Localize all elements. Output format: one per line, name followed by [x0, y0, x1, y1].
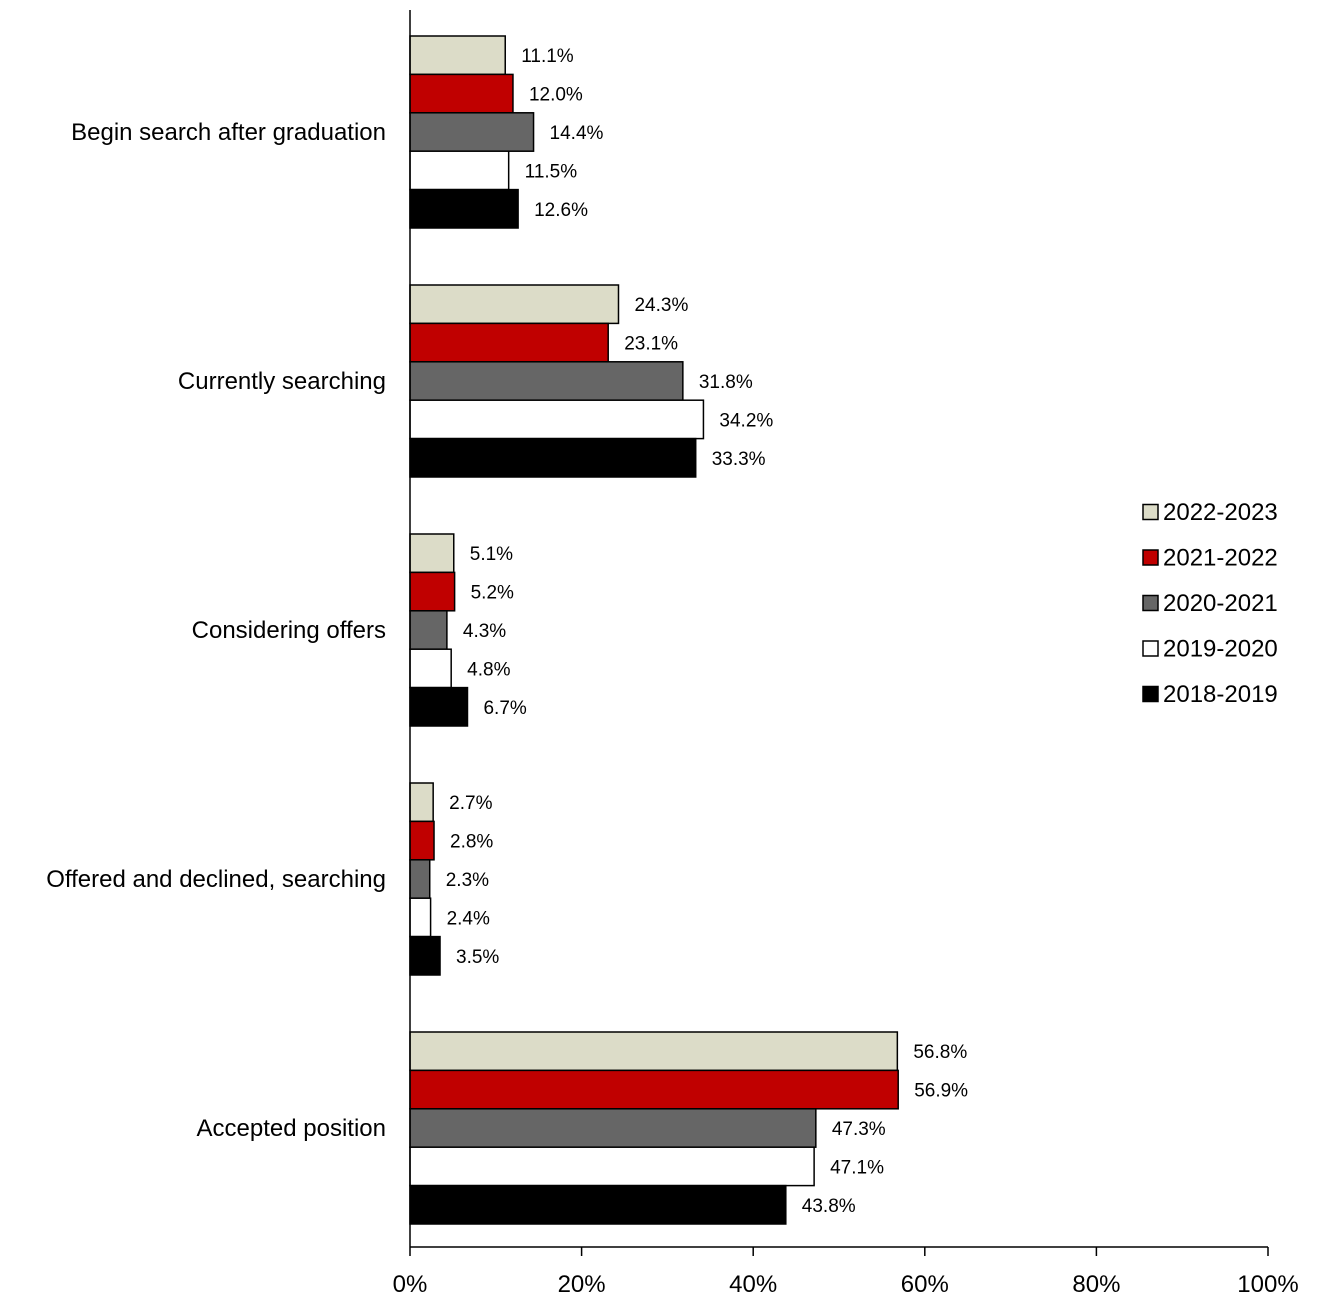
bar-currently-searching-2018-2019: [409, 437, 697, 478]
data-label-accepted-position-2022-2023: 56.8%: [913, 1042, 967, 1063]
legend-label-2022-2023: 2022-2023: [1163, 499, 1278, 526]
data-label-considering-offers-2019-2020: 4.8%: [467, 659, 510, 680]
legend-swatch-2021-2022: [1142, 549, 1159, 566]
bar-currently-searching-2022-2023: [409, 284, 620, 325]
category-labels: Begin search after graduation Currently s…: [46, 119, 386, 1142]
data-label-offered-and-declined-searching-2020-2021: 2.3%: [446, 870, 489, 891]
bar-offered-and-declined-searching-2021-2022: [409, 820, 435, 861]
x-tick-label-60: 60%: [901, 1271, 949, 1298]
bar-begin-search-after-graduation-2019-2020: [409, 150, 510, 191]
x-tick-label-100: 100%: [1237, 1271, 1298, 1298]
bar-considering-offers-2019-2020: [409, 648, 452, 689]
legend: 2022-2023 2021-2022 2020-2021 2019-2020 2018…: [1142, 499, 1278, 708]
legend-label-2020-2021: 2020-2021: [1163, 590, 1278, 617]
bar-begin-search-after-graduation-2021-2022: [409, 73, 514, 114]
legend-swatch-2019-2020: [1142, 640, 1159, 657]
data-label-begin-search-after-graduation-2022-2023: 11.1%: [521, 46, 574, 67]
legend-swatch-2020-2021: [1142, 594, 1159, 612]
bar-considering-offers-2021-2022: [409, 571, 456, 612]
data-label-begin-search-after-graduation-2021-2022: 12.0%: [529, 85, 583, 106]
data-label-currently-searching-2021-2022: 23.1%: [624, 334, 678, 355]
data-label-accepted-position-2020-2021: 47.3%: [832, 1119, 886, 1140]
category-label-considering-offers: Considering offers: [192, 617, 386, 644]
data-label-considering-offers-2021-2022: 5.2%: [471, 583, 514, 604]
category-label-offered-and-declined-searching: Offered and declined, searching: [46, 866, 386, 893]
data-label-considering-offers-2018-2019: 6.7%: [483, 698, 526, 719]
bar-considering-offers-2020-2021: [409, 610, 448, 650]
x-tick-label-0: 0%: [393, 1271, 428, 1298]
bar-begin-search-after-graduation-2018-2019: [409, 188, 519, 229]
bar-accepted-position-2022-2023: [409, 1031, 899, 1072]
data-label-begin-search-after-graduation-2018-2019: 12.6%: [534, 200, 588, 221]
bars-layer: [409, 35, 899, 1225]
legend-label-2018-2019: 2018-2019: [1163, 681, 1278, 708]
bar-considering-offers-2018-2019: [409, 686, 469, 727]
data-label-begin-search-after-graduation-2020-2021: 14.4%: [550, 123, 604, 144]
legend-label-2021-2022: 2021-2022: [1163, 545, 1278, 572]
bar-accepted-position-2020-2021: [409, 1108, 817, 1148]
bar-offered-and-declined-searching-2018-2019: [409, 935, 441, 976]
x-tick-label-40: 40%: [729, 1271, 777, 1298]
data-label-offered-and-declined-searching-2022-2023: 2.7%: [449, 793, 492, 814]
bar-considering-offers-2022-2023: [409, 533, 455, 574]
data-label-currently-searching-2020-2021: 31.8%: [699, 372, 753, 393]
data-label-offered-and-declined-searching-2019-2020: 2.4%: [447, 908, 490, 929]
bar-begin-search-after-graduation-2020-2021: [409, 112, 535, 152]
legend-swatch-2018-2019: [1142, 685, 1159, 703]
bar-begin-search-after-graduation-2022-2023: [409, 35, 506, 76]
data-labels-layer: 11.1% 12.0% 14.4% 11.5% 12.6% 24.3% 23.1% 31.8%…: [446, 46, 968, 1217]
legend-label-2019-2020: 2019-2020: [1163, 636, 1278, 663]
category-label-accepted-position: Accepted position: [197, 1115, 386, 1142]
legend-swatch-2022-2023: [1142, 503, 1159, 521]
data-label-accepted-position-2018-2019: 43.8%: [802, 1196, 856, 1217]
axes: 0% 20% 40% 60% 80% 100%: [393, 10, 1299, 1298]
data-label-offered-and-declined-searching-2021-2022: 2.8%: [450, 832, 493, 853]
data-label-accepted-position-2021-2022: 56.9%: [914, 1081, 968, 1102]
bar-currently-searching-2021-2022: [409, 322, 609, 363]
data-label-currently-searching-2019-2020: 34.2%: [719, 410, 773, 431]
category-label-begin-search-after-graduation: Begin search after graduation: [71, 119, 386, 146]
data-label-considering-offers-2020-2021: 4.3%: [463, 621, 506, 642]
bar-currently-searching-2020-2021: [409, 361, 684, 401]
bar-offered-and-declined-searching-2019-2020: [409, 897, 432, 938]
data-label-currently-searching-2018-2019: 33.3%: [712, 449, 766, 470]
bar-currently-searching-2019-2020: [409, 399, 705, 440]
bar-accepted-position-2019-2020: [409, 1146, 815, 1187]
bar-accepted-position-2018-2019: [409, 1184, 787, 1225]
bar-offered-and-declined-searching-2020-2021: [409, 859, 431, 899]
data-label-begin-search-after-graduation-2019-2020: 11.5%: [525, 161, 578, 182]
bar-accepted-position-2021-2022: [409, 1069, 899, 1110]
x-tick-label-80: 80%: [1072, 1271, 1120, 1298]
data-label-offered-and-declined-searching-2018-2019: 3.5%: [456, 947, 499, 968]
x-tick-label-20: 20%: [558, 1271, 606, 1298]
data-label-considering-offers-2022-2023: 5.1%: [470, 544, 513, 565]
data-label-accepted-position-2019-2020: 47.1%: [830, 1157, 884, 1178]
bar-offered-and-declined-searching-2022-2023: [409, 782, 434, 823]
category-label-currently-searching: Currently searching: [178, 368, 386, 395]
data-label-currently-searching-2022-2023: 24.3%: [634, 295, 688, 316]
